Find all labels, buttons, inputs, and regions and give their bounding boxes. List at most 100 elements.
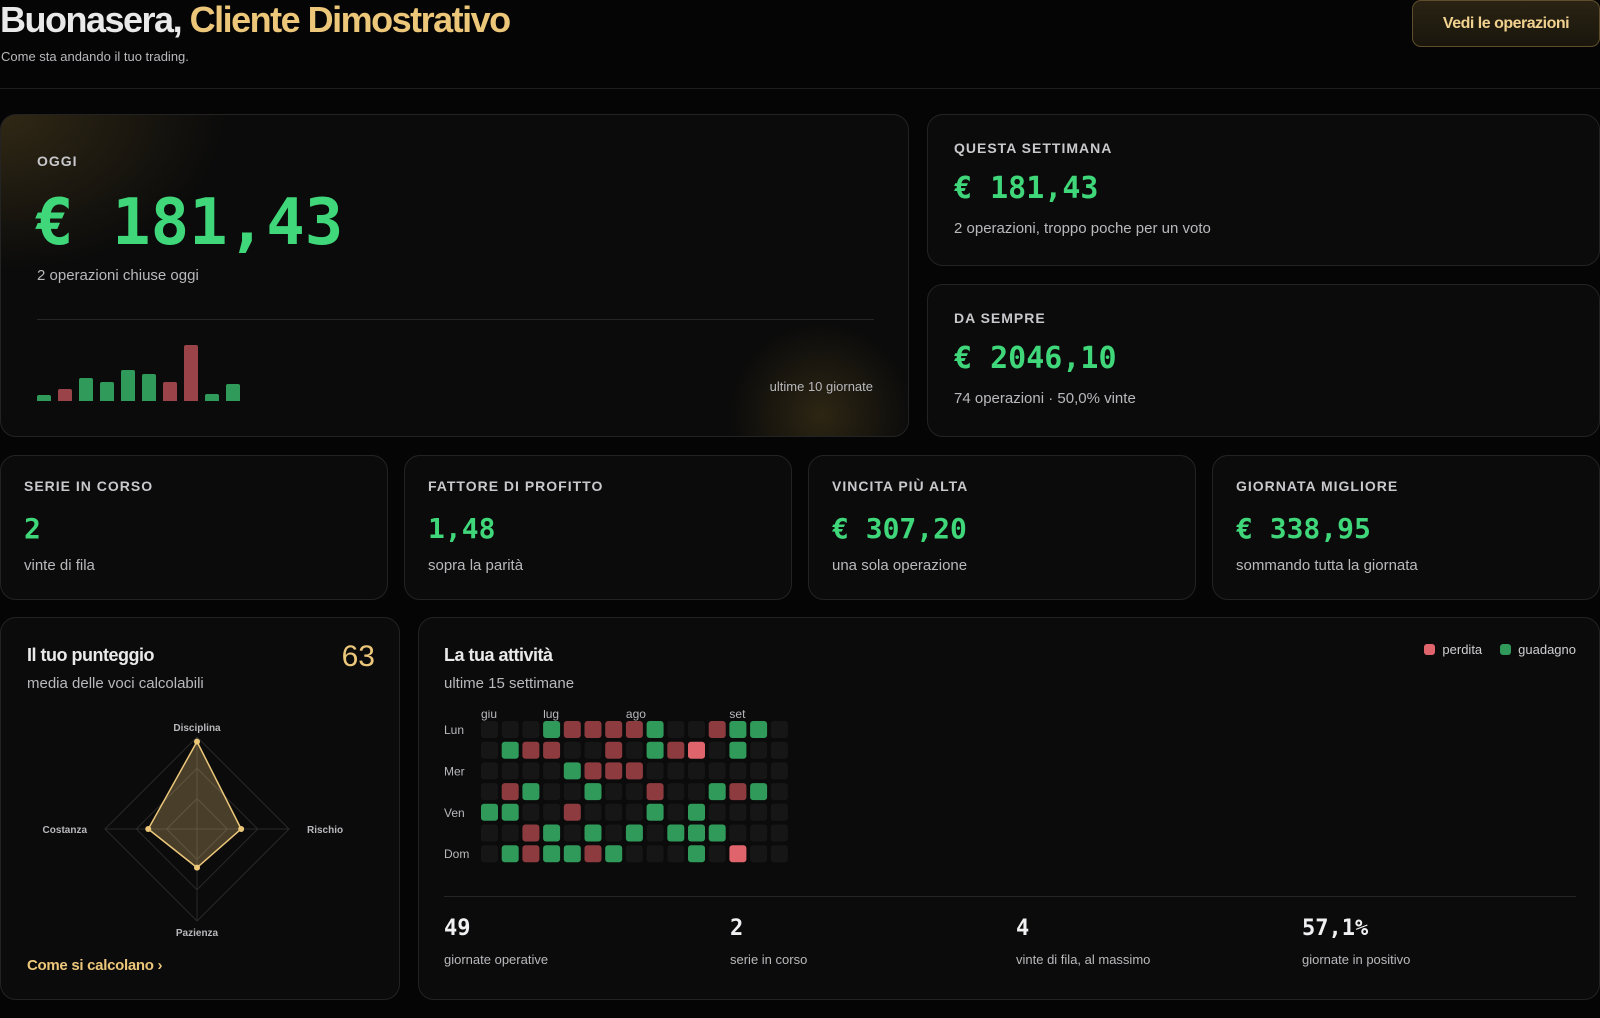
score-radar-chart: Disciplina Rischio Pazienza Costanza <box>43 723 344 939</box>
heatmap-cell <box>605 721 623 738</box>
all-time-value: € 2046,10 <box>954 341 1117 376</box>
heatmap-cell <box>543 762 561 780</box>
heatmap-cell <box>667 824 685 842</box>
how-calculated-link[interactable]: Come si calcolano › <box>27 957 163 974</box>
activity-stat-value: 2 <box>730 916 744 941</box>
heatmap-cell <box>729 783 747 801</box>
heatmap-cell <box>501 803 519 821</box>
activity-stat-label: serie in corso <box>730 952 808 967</box>
activity-stat-label: giornate in positivo <box>1302 952 1411 967</box>
heatmap-cell <box>481 845 498 863</box>
heatmap-cell <box>646 824 664 842</box>
score-card: Il tuo punteggio media delle voci calcol… <box>0 617 400 1000</box>
radar-point <box>238 826 245 832</box>
today-bar <box>58 389 72 401</box>
stat-card-best-win: VINCITA PIÙ ALTA € 307,20 una sola opera… <box>808 455 1196 600</box>
heatmap-cell <box>770 824 788 842</box>
heatmap-cell <box>605 741 623 759</box>
heatmap-cell <box>729 762 747 780</box>
activity-title: La tua attività <box>444 645 553 665</box>
heatmap-cell <box>501 783 519 801</box>
heatmap-cell <box>729 803 747 821</box>
activity-heatmap: giu lug ago set Lun Mer Ven Dom <box>444 710 788 863</box>
today-bar <box>205 394 219 401</box>
heatmap-cell <box>605 824 623 842</box>
page-subtitle: Come sta andando il tuo trading. <box>1 49 189 64</box>
stat-value: 2 <box>24 512 41 545</box>
heatmap-month-label: ago <box>626 710 646 721</box>
week-value: € 181,43 <box>954 171 1099 206</box>
heatmap-cell <box>501 845 519 863</box>
heatmap-cell <box>543 721 561 738</box>
heatmap-cell <box>708 824 726 842</box>
today-bar <box>163 382 177 401</box>
activity-subtitle: ultime 15 settimane <box>444 675 575 692</box>
stat-card-best-day: GIORNATA MIGLIORE € 338,95 sommando tutt… <box>1212 455 1600 600</box>
heatmap-cell <box>481 783 498 801</box>
all-time-label: DA SEMPRE <box>954 310 1046 326</box>
score-value: 63 <box>341 640 375 673</box>
heatmap-cell <box>770 721 788 738</box>
all-time-card: DA SEMPRE € 2046,10 74 operazioni · 50,0… <box>927 284 1600 437</box>
heatmap-cell <box>729 845 747 863</box>
heatmap-cell <box>708 721 726 738</box>
activity-stat-value: 49 <box>444 916 471 941</box>
view-operations-button[interactable]: Vedi le operazioni <box>1412 0 1600 47</box>
legend-loss: perdita <box>1424 642 1482 657</box>
heatmap-day-label: Ven <box>444 806 465 820</box>
heatmap-cell <box>688 783 705 801</box>
heatmap-cell <box>750 783 768 801</box>
stat-label: SERIE IN CORSO <box>24 478 154 494</box>
heatmap-cell <box>729 741 747 759</box>
heatmap-cell <box>750 803 768 821</box>
stat-label: VINCITA PIÙ ALTA <box>832 478 969 494</box>
stat-subtitle: una sola operazione <box>832 557 968 574</box>
greeting-prefix: Buonasera, <box>0 0 183 40</box>
heatmap-cell <box>481 762 498 780</box>
heatmap-cell <box>708 783 726 801</box>
heatmap-cell <box>770 783 788 801</box>
activity-card: La tua attività ultime 15 settimane perd… <box>418 617 1600 1000</box>
heatmap-cell <box>584 741 602 759</box>
heatmap-cell <box>625 721 643 738</box>
score-title: Il tuo punteggio <box>27 645 154 665</box>
gain-swatch-icon <box>1500 644 1512 655</box>
heatmap-cell <box>729 721 747 738</box>
today-chart-caption: ultime 10 giornate <box>769 379 873 394</box>
stat-label: FATTORE DI PROFITTO <box>428 478 604 494</box>
heatmap-day-label: Dom <box>444 847 469 861</box>
heatmap-cell <box>646 845 664 863</box>
heatmap-cell <box>605 803 623 821</box>
heatmap-cell <box>501 741 519 759</box>
heatmap-cell <box>501 762 519 780</box>
stat-value: € 307,20 <box>832 512 967 545</box>
heatmap-cell <box>522 824 540 842</box>
stat-card-profit-factor: FATTORE DI PROFITTO 1,48 sopra la parità <box>404 455 792 600</box>
stat-subtitle: sopra la parità <box>428 557 524 574</box>
heatmap-cell <box>584 845 602 863</box>
heatmap-cell <box>770 741 788 759</box>
today-bar <box>184 345 198 401</box>
activity-divider <box>444 896 1576 897</box>
heatmap-cell <box>625 845 643 863</box>
radar-point <box>194 864 200 871</box>
heatmap-day-label: Lun <box>444 723 464 737</box>
heatmap-cell <box>667 783 685 801</box>
heatmap-cell <box>625 824 643 842</box>
heatmap-cell <box>584 824 602 842</box>
heatmap-cell <box>605 845 623 863</box>
today-card: OGGI € 181,43 2 operazioni chiuse oggi u… <box>0 114 909 437</box>
heatmap-cell <box>543 824 561 842</box>
all-time-subtitle: 74 operazioni · 50,0% vinte <box>954 390 1136 407</box>
heatmap-month-label: set <box>729 710 746 721</box>
heatmap-cell <box>770 845 788 863</box>
legend-loss-label: perdita <box>1442 642 1483 657</box>
heatmap-cell <box>646 741 664 759</box>
heatmap-cell <box>667 721 685 738</box>
heatmap-cell <box>688 803 705 821</box>
today-bar <box>142 374 156 401</box>
stat-subtitle: vinte di fila <box>24 557 95 574</box>
today-label: OGGI <box>37 153 78 169</box>
heatmap-cell <box>729 824 747 842</box>
heatmap-cell <box>481 824 498 842</box>
